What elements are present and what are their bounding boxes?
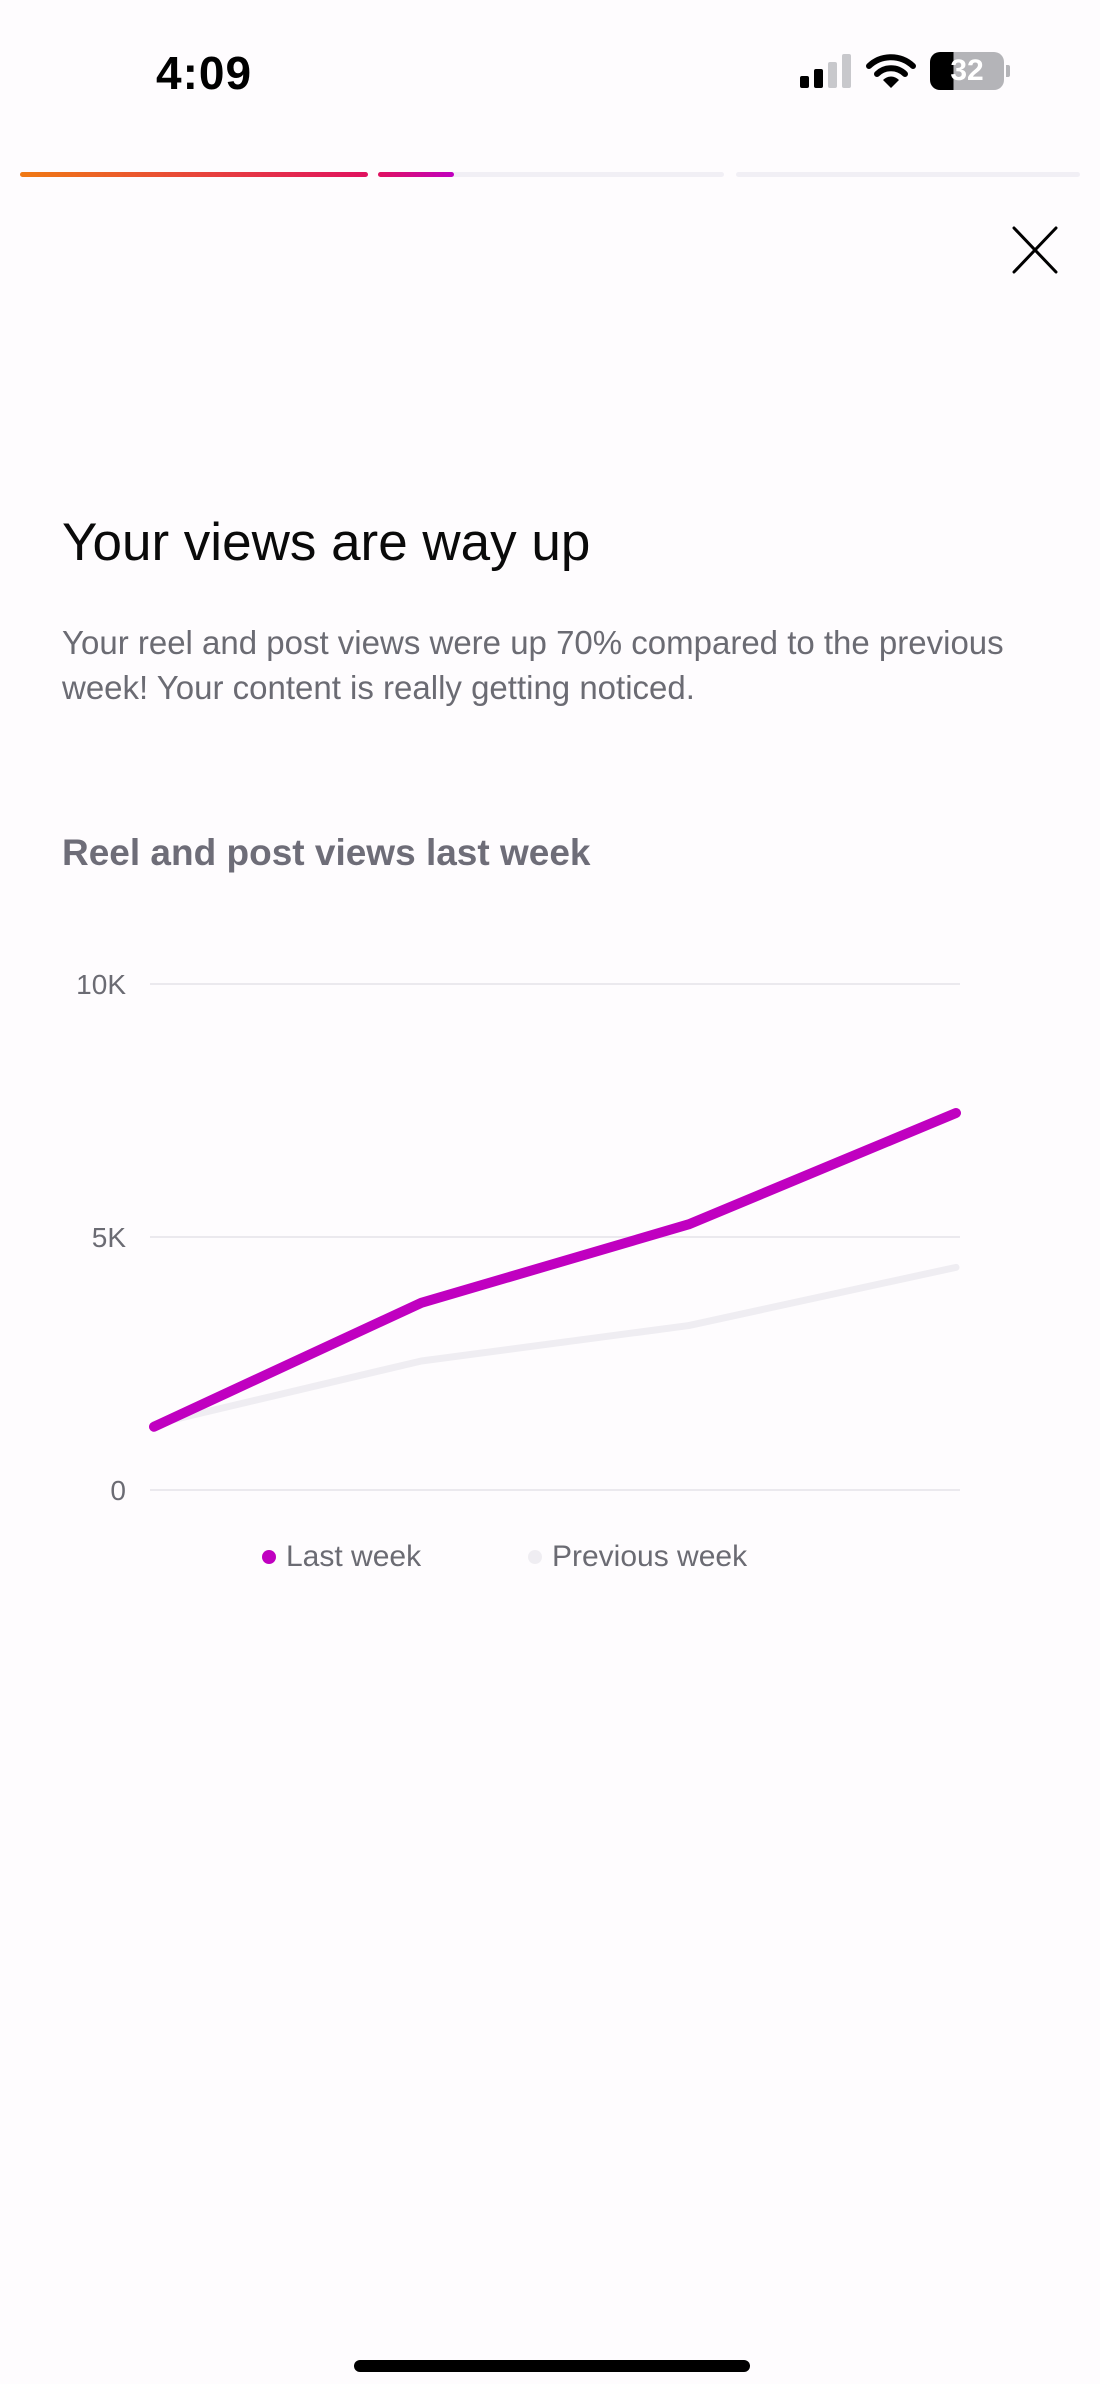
story-progress-3: [736, 172, 1080, 177]
story-progress-2-fill: [378, 172, 455, 177]
status-time: 4:09: [156, 47, 253, 99]
series-line-last-week: [149, 1108, 961, 1432]
battery-icon: 32: [930, 52, 1010, 90]
legend-label: Previous week: [552, 1540, 748, 1573]
home-indicator[interactable]: [354, 2360, 750, 2372]
y-tick-label: 10K: [76, 969, 126, 1000]
page-title: Your views are way up: [62, 513, 591, 572]
story-progress-1: [20, 172, 368, 177]
status-icons: 32: [800, 52, 1010, 90]
series-line-previous-week: [150, 1263, 960, 1428]
wifi-icon: [866, 54, 916, 88]
legend-previous-week: Previous week: [528, 1540, 747, 1574]
legend-dot-previous-week: [528, 1550, 542, 1564]
y-tick-label: 5K: [92, 1222, 127, 1253]
battery-level: 32: [950, 54, 984, 87]
y-tick-label: 0: [110, 1475, 126, 1506]
page-description: Your reel and post views were up 70% com…: [62, 624, 1004, 706]
legend-label: Last week: [286, 1540, 422, 1573]
chart-title: Reel and post views last week: [62, 832, 591, 873]
story-progress-2: [378, 172, 724, 177]
cellular-signal-icon: [800, 54, 851, 88]
close-icon[interactable]: [1006, 222, 1062, 278]
legend-last-week: Last week: [262, 1540, 421, 1574]
legend-dot-last-week: [262, 1550, 276, 1564]
views-line-chart: 0 5K 10K: [76, 969, 961, 1506]
